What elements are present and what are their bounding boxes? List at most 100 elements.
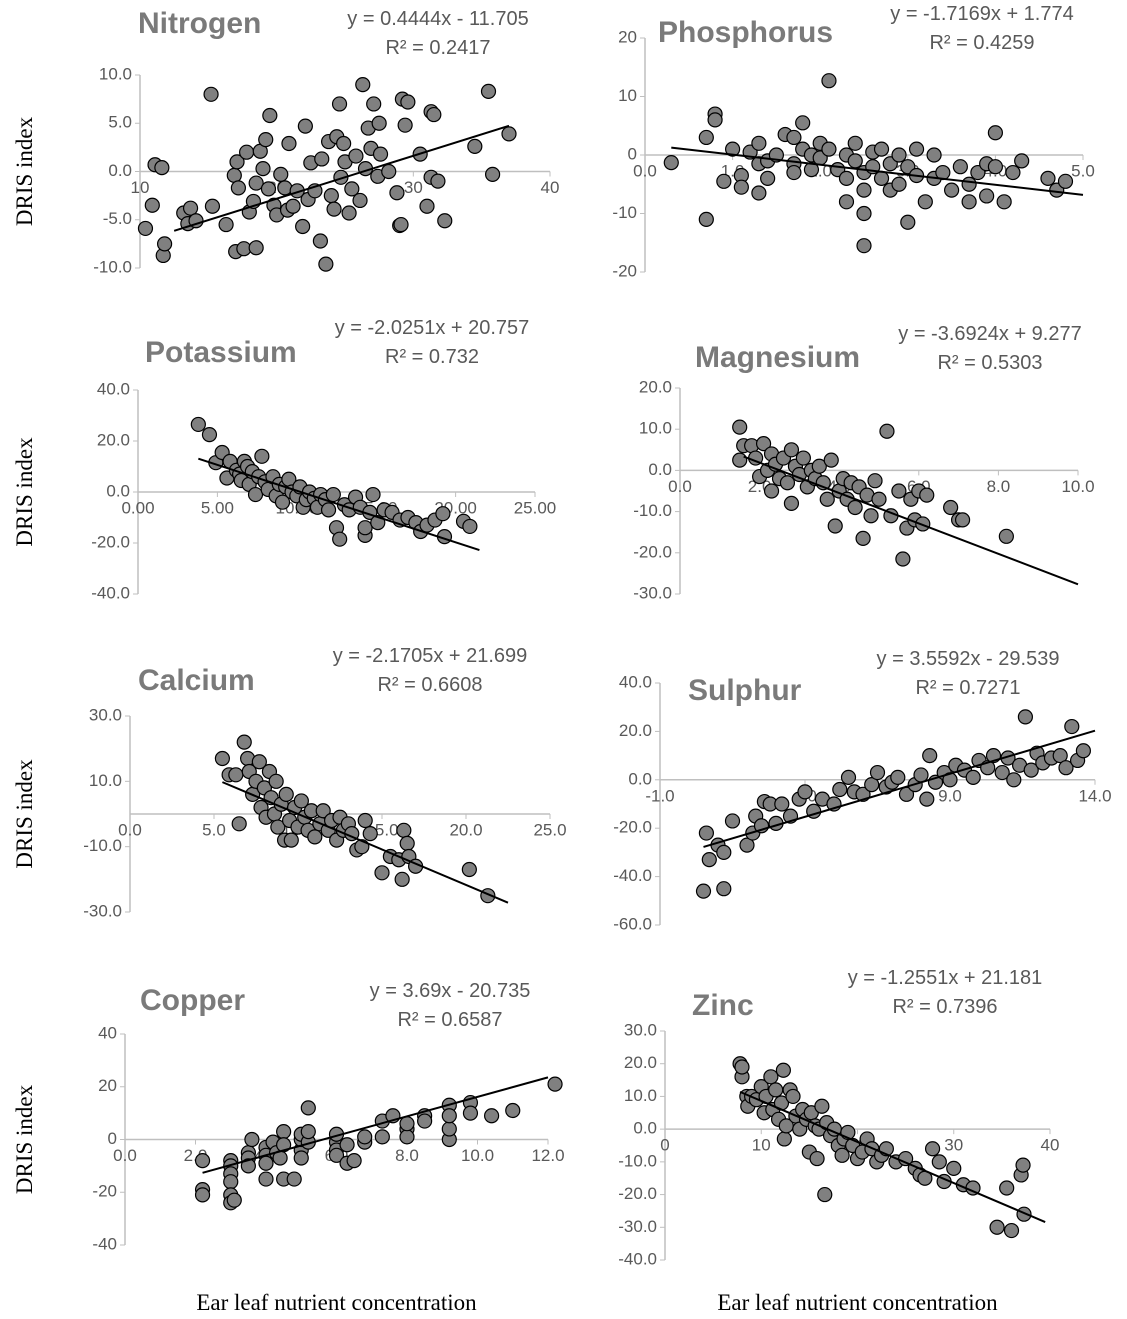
data-point <box>867 473 883 489</box>
data-point <box>435 506 451 522</box>
y-tick-label: -40 <box>92 1234 117 1253</box>
data-point <box>366 96 382 112</box>
data-point <box>751 185 767 201</box>
data-point <box>663 155 679 171</box>
data-point <box>1052 747 1068 764</box>
data-point <box>190 416 206 433</box>
data-point <box>194 1187 211 1203</box>
x-tick-label: 10 <box>752 1136 771 1155</box>
x-tick-label: 25.0 <box>533 820 566 839</box>
data-point <box>734 1059 750 1075</box>
x-tick-label: 30 <box>944 1136 963 1155</box>
data-point <box>399 1129 415 1145</box>
data-point <box>260 181 277 197</box>
y-tick-label: 0.0 <box>648 460 672 479</box>
data-point <box>913 767 929 783</box>
data-point <box>430 173 446 189</box>
data-point <box>908 141 925 157</box>
y-tick-label: -20.0 <box>618 1184 657 1203</box>
chart-title: Zinc <box>692 989 754 1022</box>
data-point <box>817 1186 833 1203</box>
data-point <box>797 784 813 800</box>
chart-panel: 30.020.010.00.0-10.0-20.0-30.0-40.001020… <box>618 967 1059 1315</box>
data-point <box>827 518 843 534</box>
chart-title: Phosphorus <box>658 16 833 49</box>
data-point <box>952 159 968 175</box>
data-point <box>961 194 977 210</box>
data-point <box>763 483 780 499</box>
x-tick-label: 0 <box>660 1136 669 1155</box>
data-point <box>698 129 714 146</box>
data-point <box>863 508 879 524</box>
data-point <box>137 220 154 237</box>
data-point <box>547 1076 563 1092</box>
data-point <box>154 160 170 176</box>
data-point <box>357 520 373 536</box>
data-point <box>979 188 995 204</box>
y-tick-label: 30.0 <box>89 705 122 724</box>
y-axis-label: DRIS index <box>12 116 37 226</box>
data-point <box>214 750 230 767</box>
data-point <box>462 1105 479 1121</box>
trendline <box>198 457 480 552</box>
data-point <box>297 118 313 134</box>
data-point <box>332 531 348 547</box>
data-point <box>864 777 880 793</box>
trend-equation: y = -3.6924x + 9.277 <box>898 323 1081 345</box>
chart-title: Potassium <box>145 336 297 369</box>
data-point <box>724 813 741 829</box>
data-point <box>943 499 959 516</box>
data-point <box>922 747 938 764</box>
data-point <box>274 494 291 510</box>
data-point <box>965 769 981 785</box>
data-point <box>1015 1157 1031 1173</box>
data-point <box>484 1108 500 1124</box>
data-point <box>251 754 267 770</box>
data-point <box>809 1150 825 1167</box>
data-point <box>768 1082 784 1098</box>
data-point <box>462 518 478 535</box>
r-squared: R² = 0.4259 <box>929 32 1034 54</box>
y-tick-label: 40 <box>98 1023 117 1042</box>
data-point <box>779 475 796 491</box>
y-tick-label: -20.0 <box>613 818 652 837</box>
data-point <box>307 829 323 845</box>
data-point <box>1023 762 1039 778</box>
chart-panel: 30.010.0-10.0-30.00.05.010.015.020.025.0… <box>12 645 567 920</box>
trend-equation: y = -1.2551x + 21.181 <box>848 967 1043 989</box>
data-point <box>1058 760 1074 776</box>
x-tick-label: 20.0 <box>449 820 482 839</box>
x-tick-label: 8.0 <box>987 477 1011 496</box>
data-point <box>480 83 497 100</box>
data-point <box>994 764 1010 781</box>
data-point <box>707 112 723 128</box>
data-point <box>786 164 802 181</box>
data-point <box>300 1100 316 1116</box>
y-tick-label: 10.0 <box>624 1086 657 1105</box>
data-point <box>419 198 435 214</box>
data-point <box>339 1137 355 1153</box>
r-squared: R² = 0.6608 <box>377 674 482 696</box>
data-point <box>869 764 886 781</box>
trendline <box>671 146 1084 196</box>
y-tick-label: 20.0 <box>624 1053 657 1072</box>
data-point <box>811 458 827 474</box>
data-point <box>847 153 863 169</box>
data-point <box>698 825 715 841</box>
x-tick-label: 0.00 <box>121 498 154 517</box>
data-point <box>1040 170 1056 186</box>
y-tick-label: -5.0 <box>103 209 132 228</box>
x-tick-label: 40 <box>541 178 560 197</box>
data-point <box>961 176 977 192</box>
y-tick-label: -40.0 <box>613 866 652 885</box>
data-point <box>954 512 971 528</box>
y-tick-label: -20.0 <box>633 542 672 561</box>
data-point <box>943 182 960 198</box>
data-point <box>374 865 390 881</box>
chart-title: Magnesium <box>695 341 860 374</box>
data-point <box>871 491 887 507</box>
data-point <box>203 86 219 102</box>
data-point <box>344 181 360 197</box>
data-point <box>285 198 301 214</box>
data-point <box>819 491 835 507</box>
